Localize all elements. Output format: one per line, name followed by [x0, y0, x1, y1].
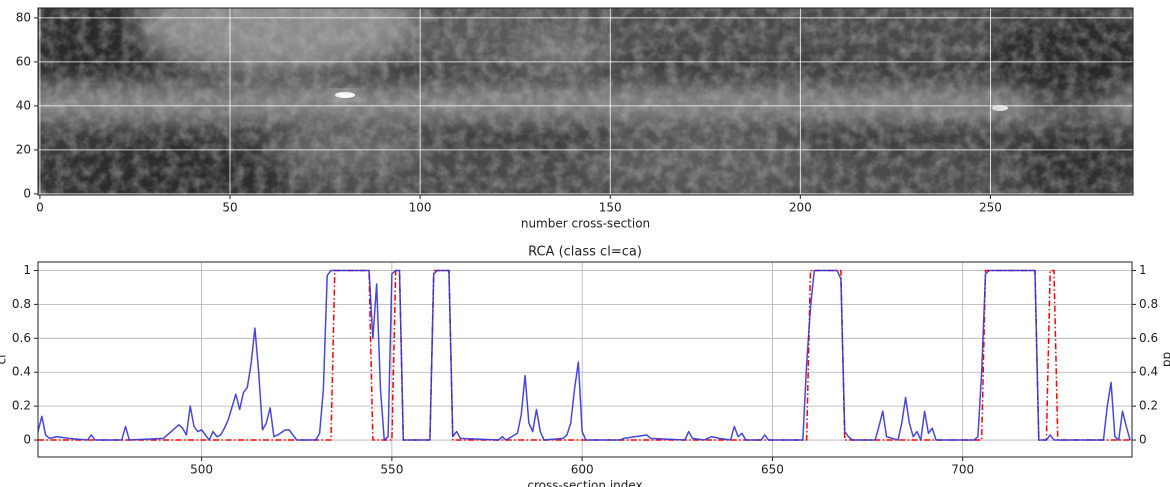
x-tick-label: 150: [599, 201, 622, 215]
x-tick-label: 0: [36, 201, 44, 215]
y-tick-label: 80: [16, 10, 31, 24]
ct-image: [38, 8, 1133, 195]
y2-tick-label: 0.6: [1139, 331, 1158, 345]
x-tick-label: 550: [380, 463, 403, 477]
x-tick-label: 600: [571, 463, 594, 477]
y-tick-label: 0: [23, 433, 31, 447]
y-tick-label: 0.2: [12, 399, 31, 413]
x-tick-label: 100: [409, 201, 432, 215]
y-tick-label: 0: [23, 186, 31, 200]
y-tick-label: 20: [16, 142, 31, 156]
y-tick-label: 1: [23, 263, 31, 277]
y2-tick-label: 0.2: [1139, 399, 1158, 413]
chart-title: RCA (class cl=ca): [528, 245, 642, 260]
x-tick-label: 500: [190, 463, 213, 477]
x-tick-label: 650: [761, 463, 784, 477]
y2-axis-label: pp: [1160, 352, 1170, 367]
y-tick-label: 0.6: [12, 331, 31, 345]
y-tick-label: 60: [16, 54, 31, 68]
x-axis-label: number cross-section: [521, 217, 650, 231]
x-tick-label: 200: [789, 201, 812, 215]
y2-tick-label: 0: [1139, 433, 1147, 447]
y2-tick-label: 0.8: [1139, 297, 1158, 311]
y-tick-label: 40: [16, 98, 31, 112]
axes-frame: [37, 7, 1134, 196]
x-axis-label: cross-section index: [527, 479, 642, 487]
x-tick-label: 50: [222, 201, 237, 215]
x-tick-label: 250: [979, 201, 1002, 215]
axes-frame: [37, 261, 1133, 458]
x-tick-label: 700: [951, 463, 974, 477]
y-axis-label: cl: [0, 355, 9, 365]
y2-tick-label: 0.4: [1139, 365, 1158, 379]
y-tick-label: 0.4: [12, 365, 31, 379]
y-tick-label: 0.8: [12, 297, 31, 311]
series-line: [37, 269, 1131, 441]
y2-tick-label: 1: [1139, 263, 1147, 277]
